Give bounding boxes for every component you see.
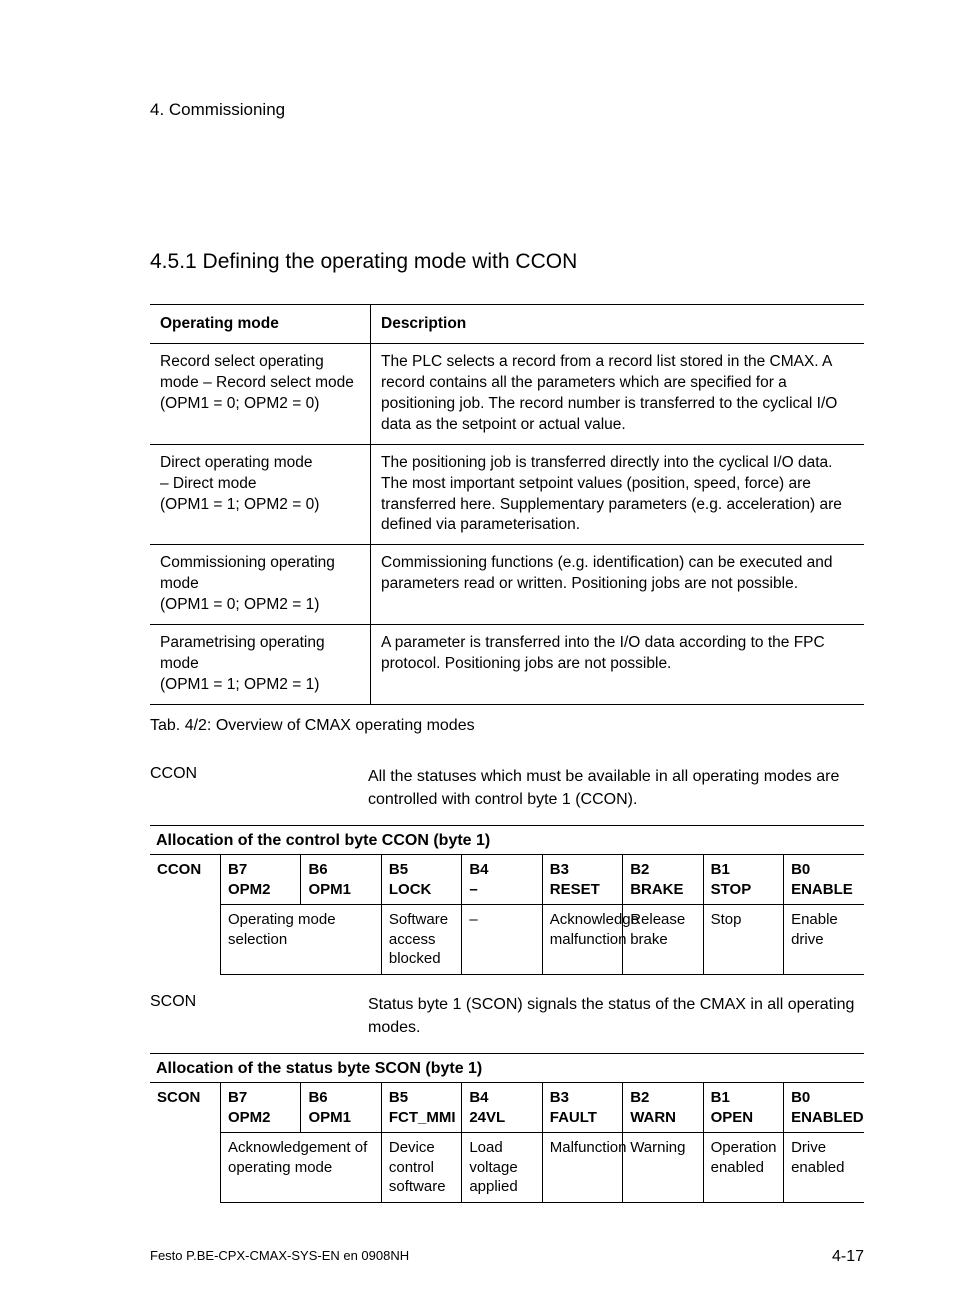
bit-desc: Load voltage applied (462, 1133, 542, 1203)
table-cell-desc: Commissioning functions (e.g. identifica… (371, 545, 865, 625)
scon-label: SCON (150, 993, 368, 1039)
bit-header: B5FCT_MMI (381, 1083, 461, 1133)
scon-byte-table: SCONB7OPM2B6OPM1B5FCT_MMIB424VLB3FAULTB2… (150, 1082, 864, 1203)
byte-table-label: CCON (150, 855, 221, 975)
bit-header: B2BRAKE (623, 855, 703, 905)
table-cell-desc: The positioning job is transferred direc… (371, 444, 865, 545)
bit-header: B0ENABLED (784, 1083, 864, 1133)
bit-desc: Drive enabled (784, 1133, 864, 1203)
ccon-text: All the statuses which must be available… (368, 765, 864, 811)
bit-header: B0ENABLE (784, 855, 864, 905)
bit-header: B2WARN (623, 1083, 703, 1133)
bit-header: B7OPM2 (221, 855, 301, 905)
table-header: Description (371, 305, 865, 344)
bit-header: B1OPEN (703, 1083, 783, 1133)
section-heading: 4.5.1 Defining the operating mode with C… (150, 250, 864, 274)
scon-table-title: Allocation of the status byte SCON (byte… (150, 1053, 864, 1082)
bit-desc: Operating mode selection (221, 905, 382, 975)
bit-header: B5LOCK (381, 855, 461, 905)
bit-desc: Device control software (381, 1133, 461, 1203)
bit-desc: Software access blocked (381, 905, 461, 975)
operating-modes-table: Operating mode Description Record select… (150, 304, 864, 705)
bit-desc: Acknowledge malfunction (542, 905, 622, 975)
bit-desc: Malfunction (542, 1133, 622, 1203)
bit-desc: Stop (703, 905, 783, 975)
chapter-heading: 4. Commissioning (150, 100, 864, 120)
table-cell-mode: Parametrising operating mode (OPM1 = 1; … (150, 625, 371, 705)
table-cell-mode: Record select operating mode – Record se… (150, 344, 371, 445)
bit-desc: Warning (623, 1133, 703, 1203)
ccon-table-title: Allocation of the control byte CCON (byt… (150, 825, 864, 854)
bit-header: B6OPM1 (301, 855, 381, 905)
bit-header: B7OPM2 (221, 1083, 301, 1133)
bit-desc: Operation enabled (703, 1133, 783, 1203)
bit-header: B3FAULT (542, 1083, 622, 1133)
table-cell-desc: A parameter is transferred into the I/O … (371, 625, 865, 705)
bit-header: B3RESET (542, 855, 622, 905)
table-cell-mode: Commissioning operating mode (OPM1 = 0; … (150, 545, 371, 625)
table-caption: Tab. 4/2: Overview of CMAX operating mod… (150, 717, 864, 735)
bit-desc: Enable drive (784, 905, 864, 975)
table-header: Operating mode (150, 305, 371, 344)
bit-header: B1STOP (703, 855, 783, 905)
table-cell-desc: The PLC selects a record from a record l… (371, 344, 865, 445)
bit-header: B4– (462, 855, 542, 905)
bit-desc: – (462, 905, 542, 975)
page-number: 4-17 (832, 1248, 864, 1266)
ccon-byte-table: CCONB7OPM2B6OPM1B5LOCKB4–B3RESETB2BRAKEB… (150, 854, 864, 975)
bit-desc: Release brake (623, 905, 703, 975)
ccon-label: CCON (150, 765, 368, 811)
bit-header: B424VL (462, 1083, 542, 1133)
bit-header: B6OPM1 (301, 1083, 381, 1133)
byte-table-label: SCON (150, 1083, 221, 1203)
table-cell-mode: Direct operating mode – Direct mode (OPM… (150, 444, 371, 545)
scon-text: Status byte 1 (SCON) signals the status … (368, 993, 864, 1039)
bit-desc: Acknowledgement of operating mode (221, 1133, 382, 1203)
footer-doc-id: Festo P.BE-CPX-CMAX-SYS-EN en 0908NH (150, 1248, 409, 1266)
